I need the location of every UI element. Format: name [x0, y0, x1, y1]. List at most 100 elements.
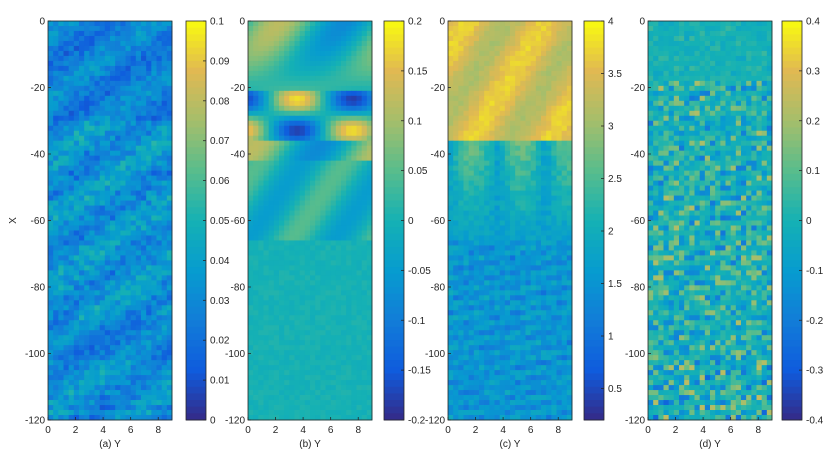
- heatmap-cell: [366, 360, 373, 366]
- heatmap-cell: [268, 335, 275, 341]
- heatmap-cell: [315, 345, 321, 351]
- heatmap-cell: [299, 395, 306, 401]
- heatmap-cell: [248, 230, 254, 236]
- heatmap-cell: [304, 255, 311, 261]
- heatmap-cell: [99, 255, 106, 261]
- heatmap-cell: [58, 90, 64, 97]
- heatmap-cell: [341, 250, 347, 256]
- heatmap-cell: [484, 170, 490, 177]
- colorbar-segment: [384, 80, 404, 88]
- colorbar-segment: [186, 80, 206, 88]
- heatmap-cell: [58, 210, 64, 216]
- heatmap-cell: [125, 115, 132, 122]
- heatmap-cell: [361, 190, 368, 196]
- heatmap-cell: [120, 220, 126, 226]
- heatmap-cell: [141, 280, 147, 286]
- heatmap-cell: [356, 230, 363, 236]
- heatmap-cell: [151, 385, 157, 391]
- heatmap-cell: [551, 60, 557, 67]
- heatmap-cell: [115, 290, 121, 296]
- heatmap-cell: [294, 70, 301, 77]
- heatmap-cell: [551, 95, 557, 102]
- heatmap-cell: [89, 65, 95, 72]
- heatmap-cell: [89, 385, 95, 391]
- heatmap-cell: [151, 235, 157, 241]
- heatmap-cell: [351, 120, 357, 127]
- heatmap-cell: [84, 365, 90, 371]
- heatmap-cell: [366, 235, 373, 241]
- heatmap-cell: [141, 410, 147, 416]
- heatmap-cell: [268, 295, 275, 301]
- heatmap-cell: [166, 260, 173, 266]
- heatmap-cell: [330, 80, 337, 87]
- heatmap-cell: [453, 185, 459, 191]
- heatmap-cell: [304, 50, 311, 57]
- heatmap-cell: [566, 120, 573, 127]
- heatmap-cell: [94, 80, 101, 87]
- heatmap-cell: [341, 160, 347, 167]
- heatmap-cell: [130, 360, 137, 366]
- heatmap-cell: [279, 345, 285, 351]
- heatmap-cell: [99, 95, 106, 102]
- heatmap-cell: [361, 300, 368, 306]
- heatmap-cell: [156, 75, 163, 82]
- heatmap-cell: [53, 215, 59, 221]
- heatmap-cell: [299, 235, 306, 241]
- heatmap-cell: [68, 270, 75, 276]
- heatmap-cell: [458, 85, 464, 92]
- heatmap-cell: [130, 140, 137, 147]
- heatmap-cell: [141, 355, 147, 361]
- heatmap-cell: [279, 285, 285, 291]
- heatmap-cell: [135, 90, 142, 97]
- heatmap-cell: [351, 250, 357, 256]
- heatmap-cell: [361, 205, 368, 211]
- heatmap-cell: [104, 205, 111, 211]
- heatmap-cell: [289, 260, 295, 266]
- heatmap-cell: [566, 80, 573, 87]
- heatmap-cell: [566, 105, 573, 112]
- heatmap-cell: [268, 240, 275, 246]
- heatmap-cell: [546, 40, 552, 47]
- heatmap-cell: [146, 140, 152, 147]
- heatmap-cell: [463, 80, 470, 87]
- colorbar-segment: [384, 366, 404, 374]
- heatmap-cell: [79, 325, 85, 331]
- heatmap-cell: [151, 60, 157, 67]
- heatmap-cell: [115, 250, 121, 256]
- heatmap-cell: [458, 125, 464, 132]
- heatmap-cell: [84, 240, 90, 246]
- heatmap-cell: [156, 55, 163, 62]
- heatmap-cell: [79, 275, 85, 281]
- heatmap-cell: [84, 370, 90, 376]
- heatmap-cell: [258, 105, 264, 112]
- heatmap-cell: [346, 150, 352, 157]
- heatmap-cell: [561, 100, 568, 107]
- heatmap-cell: [146, 70, 152, 77]
- colorbar-tick-label: 0.03: [210, 296, 230, 307]
- heatmap-cell: [104, 40, 111, 47]
- heatmap-cell: [48, 295, 54, 301]
- heatmap-cell: [151, 115, 157, 122]
- heatmap-cell: [520, 125, 526, 132]
- heatmap-cell: [453, 205, 459, 211]
- heatmap-cell: [310, 25, 316, 32]
- heatmap-cell: [53, 405, 59, 411]
- heatmap-cell: [263, 60, 270, 67]
- heatmap-cell: [510, 90, 516, 97]
- heatmap-cell: [320, 335, 326, 341]
- heatmap-cell: [546, 150, 552, 157]
- heatmap-cell: [268, 135, 275, 142]
- heatmap-cell: [48, 155, 54, 162]
- heatmap-cell: [356, 370, 363, 376]
- heatmap-cell: [499, 200, 506, 206]
- heatmap-cell: [341, 400, 347, 406]
- heatmap-cell: [248, 185, 254, 191]
- heatmap-cell: [304, 310, 311, 316]
- heatmap-cell: [468, 205, 475, 211]
- heatmap-cell: [151, 165, 157, 172]
- heatmap-cell: [499, 85, 506, 92]
- heatmap-cell: [258, 100, 264, 107]
- heatmap-cell: [135, 345, 142, 351]
- heatmap-cell: [48, 285, 54, 291]
- heatmap-cell: [448, 170, 454, 177]
